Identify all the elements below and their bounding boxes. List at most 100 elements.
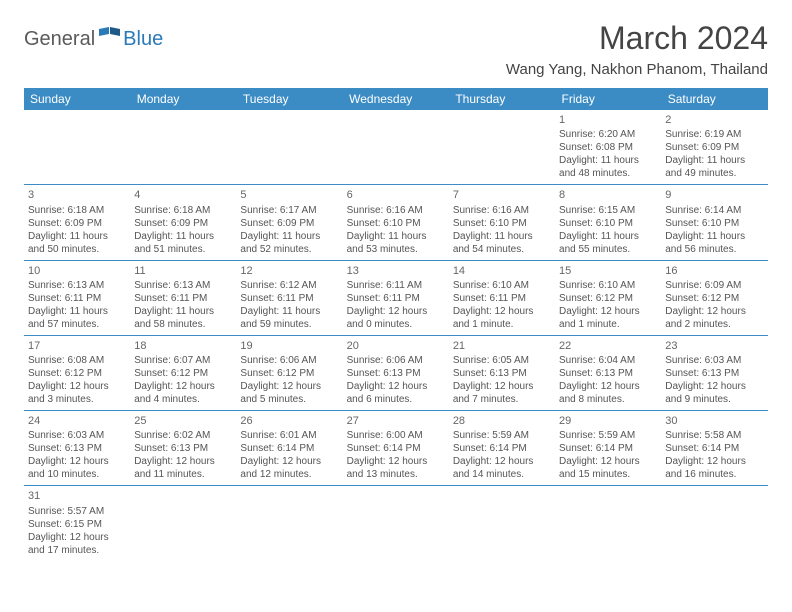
day-number: 16 bbox=[665, 264, 763, 278]
sunrise-text: Sunrise: 6:16 AM bbox=[453, 204, 551, 217]
day-number: 2 bbox=[665, 113, 763, 127]
sunrise-text: Sunrise: 6:00 AM bbox=[347, 429, 445, 442]
day-number: 20 bbox=[347, 339, 445, 353]
day-number: 14 bbox=[453, 264, 551, 278]
sunrise-text: Sunrise: 5:59 AM bbox=[559, 429, 657, 442]
daylight-text: Daylight: 11 hours and 58 minutes. bbox=[134, 305, 232, 331]
calendar-row: 24Sunrise: 6:03 AMSunset: 6:13 PMDayligh… bbox=[24, 411, 768, 486]
sunset-text: Sunset: 6:13 PM bbox=[559, 367, 657, 380]
calendar-cell bbox=[343, 486, 449, 561]
title-block: March 2024 Wang Yang, Nakhon Phanom, Tha… bbox=[506, 20, 768, 78]
daylight-text: Daylight: 12 hours and 0 minutes. bbox=[347, 305, 445, 331]
day-number: 11 bbox=[134, 264, 232, 278]
month-title: March 2024 bbox=[506, 20, 768, 57]
calendar-row: 17Sunrise: 6:08 AMSunset: 6:12 PMDayligh… bbox=[24, 335, 768, 410]
daylight-text: Daylight: 12 hours and 11 minutes. bbox=[134, 455, 232, 481]
calendar-cell: 4Sunrise: 6:18 AMSunset: 6:09 PMDaylight… bbox=[130, 185, 236, 260]
daylight-text: Daylight: 11 hours and 50 minutes. bbox=[28, 230, 126, 256]
day-number: 15 bbox=[559, 264, 657, 278]
day-number: 7 bbox=[453, 188, 551, 202]
sunrise-text: Sunrise: 5:58 AM bbox=[665, 429, 763, 442]
weekday-header-row: Sunday Monday Tuesday Wednesday Thursday… bbox=[24, 88, 768, 110]
calendar-cell: 17Sunrise: 6:08 AMSunset: 6:12 PMDayligh… bbox=[24, 335, 130, 410]
sunrise-text: Sunrise: 6:14 AM bbox=[665, 204, 763, 217]
calendar-cell: 21Sunrise: 6:05 AMSunset: 6:13 PMDayligh… bbox=[449, 335, 555, 410]
calendar-cell bbox=[236, 486, 342, 561]
location: Wang Yang, Nakhon Phanom, Thailand bbox=[506, 61, 768, 78]
calendar-body: 1Sunrise: 6:20 AMSunset: 6:08 PMDaylight… bbox=[24, 110, 768, 561]
calendar-cell: 13Sunrise: 6:11 AMSunset: 6:11 PMDayligh… bbox=[343, 260, 449, 335]
daylight-text: Daylight: 11 hours and 57 minutes. bbox=[28, 305, 126, 331]
calendar-cell: 25Sunrise: 6:02 AMSunset: 6:13 PMDayligh… bbox=[130, 411, 236, 486]
sunset-text: Sunset: 6:14 PM bbox=[665, 442, 763, 455]
calendar-cell: 14Sunrise: 6:10 AMSunset: 6:11 PMDayligh… bbox=[449, 260, 555, 335]
calendar-cell: 24Sunrise: 6:03 AMSunset: 6:13 PMDayligh… bbox=[24, 411, 130, 486]
daylight-text: Daylight: 12 hours and 16 minutes. bbox=[665, 455, 763, 481]
day-number: 3 bbox=[28, 188, 126, 202]
sunset-text: Sunset: 6:12 PM bbox=[28, 367, 126, 380]
sunrise-text: Sunrise: 6:19 AM bbox=[665, 128, 763, 141]
sunset-text: Sunset: 6:10 PM bbox=[559, 217, 657, 230]
sunrise-text: Sunrise: 6:20 AM bbox=[559, 128, 657, 141]
sunrise-text: Sunrise: 6:03 AM bbox=[665, 354, 763, 367]
weekday-header: Saturday bbox=[661, 88, 767, 110]
sunrise-text: Sunrise: 6:10 AM bbox=[453, 279, 551, 292]
sunrise-text: Sunrise: 6:04 AM bbox=[559, 354, 657, 367]
day-number: 19 bbox=[240, 339, 338, 353]
weekday-header: Tuesday bbox=[236, 88, 342, 110]
calendar-row: 31Sunrise: 5:57 AMSunset: 6:15 PMDayligh… bbox=[24, 486, 768, 561]
calendar-row: 3Sunrise: 6:18 AMSunset: 6:09 PMDaylight… bbox=[24, 185, 768, 260]
sunrise-text: Sunrise: 6:13 AM bbox=[28, 279, 126, 292]
sunrise-text: Sunrise: 6:18 AM bbox=[134, 204, 232, 217]
calendar-cell: 2Sunrise: 6:19 AMSunset: 6:09 PMDaylight… bbox=[661, 110, 767, 185]
calendar-cell: 11Sunrise: 6:13 AMSunset: 6:11 PMDayligh… bbox=[130, 260, 236, 335]
daylight-text: Daylight: 12 hours and 14 minutes. bbox=[453, 455, 551, 481]
logo-text-blue: Blue bbox=[123, 28, 163, 51]
sunrise-text: Sunrise: 6:18 AM bbox=[28, 204, 126, 217]
calendar-cell: 27Sunrise: 6:00 AMSunset: 6:14 PMDayligh… bbox=[343, 411, 449, 486]
logo-text-general: General bbox=[24, 28, 95, 51]
day-number: 1 bbox=[559, 113, 657, 127]
sunrise-text: Sunrise: 6:08 AM bbox=[28, 354, 126, 367]
daylight-text: Daylight: 11 hours and 51 minutes. bbox=[134, 230, 232, 256]
sunset-text: Sunset: 6:11 PM bbox=[347, 292, 445, 305]
sunset-text: Sunset: 6:09 PM bbox=[28, 217, 126, 230]
day-number: 26 bbox=[240, 414, 338, 428]
calendar-cell bbox=[236, 110, 342, 185]
daylight-text: Daylight: 11 hours and 48 minutes. bbox=[559, 154, 657, 180]
sunrise-text: Sunrise: 6:10 AM bbox=[559, 279, 657, 292]
day-number: 27 bbox=[347, 414, 445, 428]
calendar-cell bbox=[661, 486, 767, 561]
sunrise-text: Sunrise: 6:11 AM bbox=[347, 279, 445, 292]
sunset-text: Sunset: 6:13 PM bbox=[28, 442, 126, 455]
sunset-text: Sunset: 6:12 PM bbox=[665, 292, 763, 305]
sunset-text: Sunset: 6:13 PM bbox=[347, 367, 445, 380]
sunrise-text: Sunrise: 6:13 AM bbox=[134, 279, 232, 292]
sunrise-text: Sunrise: 6:06 AM bbox=[347, 354, 445, 367]
sunrise-text: Sunrise: 6:06 AM bbox=[240, 354, 338, 367]
calendar-cell bbox=[555, 486, 661, 561]
daylight-text: Daylight: 12 hours and 4 minutes. bbox=[134, 380, 232, 406]
calendar-row: 1Sunrise: 6:20 AMSunset: 6:08 PMDaylight… bbox=[24, 110, 768, 185]
daylight-text: Daylight: 12 hours and 1 minute. bbox=[559, 305, 657, 331]
sunrise-text: Sunrise: 6:02 AM bbox=[134, 429, 232, 442]
weekday-header: Wednesday bbox=[343, 88, 449, 110]
sunset-text: Sunset: 6:14 PM bbox=[347, 442, 445, 455]
day-number: 30 bbox=[665, 414, 763, 428]
sunset-text: Sunset: 6:10 PM bbox=[665, 217, 763, 230]
sunrise-text: Sunrise: 6:09 AM bbox=[665, 279, 763, 292]
calendar-cell bbox=[449, 486, 555, 561]
daylight-text: Daylight: 11 hours and 55 minutes. bbox=[559, 230, 657, 256]
sunrise-text: Sunrise: 6:15 AM bbox=[559, 204, 657, 217]
sunrise-text: Sunrise: 6:07 AM bbox=[134, 354, 232, 367]
calendar-cell: 6Sunrise: 6:16 AMSunset: 6:10 PMDaylight… bbox=[343, 185, 449, 260]
sunrise-text: Sunrise: 6:05 AM bbox=[453, 354, 551, 367]
daylight-text: Daylight: 11 hours and 59 minutes. bbox=[240, 305, 338, 331]
weekday-header: Sunday bbox=[24, 88, 130, 110]
sunrise-text: Sunrise: 5:59 AM bbox=[453, 429, 551, 442]
sunset-text: Sunset: 6:12 PM bbox=[559, 292, 657, 305]
calendar-cell: 28Sunrise: 5:59 AMSunset: 6:14 PMDayligh… bbox=[449, 411, 555, 486]
calendar-cell: 1Sunrise: 6:20 AMSunset: 6:08 PMDaylight… bbox=[555, 110, 661, 185]
sunset-text: Sunset: 6:13 PM bbox=[453, 367, 551, 380]
sunset-text: Sunset: 6:13 PM bbox=[134, 442, 232, 455]
